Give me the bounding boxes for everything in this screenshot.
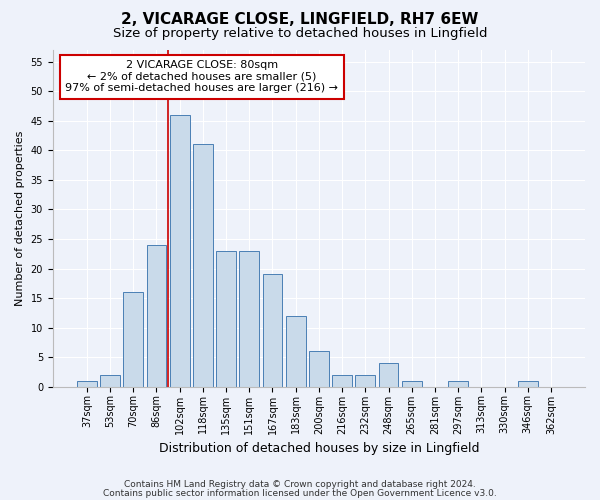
Bar <box>263 274 283 386</box>
Bar <box>402 380 422 386</box>
Bar <box>124 292 143 386</box>
Bar <box>100 375 120 386</box>
Text: Contains HM Land Registry data © Crown copyright and database right 2024.: Contains HM Land Registry data © Crown c… <box>124 480 476 489</box>
Bar <box>193 144 213 386</box>
Text: Size of property relative to detached houses in Lingfield: Size of property relative to detached ho… <box>113 28 487 40</box>
Text: 2, VICARAGE CLOSE, LINGFIELD, RH7 6EW: 2, VICARAGE CLOSE, LINGFIELD, RH7 6EW <box>121 12 479 28</box>
Bar <box>286 316 305 386</box>
Bar <box>216 251 236 386</box>
Bar <box>379 363 398 386</box>
Bar <box>448 380 468 386</box>
X-axis label: Distribution of detached houses by size in Lingfield: Distribution of detached houses by size … <box>158 442 479 455</box>
Bar <box>309 351 329 386</box>
Bar <box>170 115 190 386</box>
Text: Contains public sector information licensed under the Open Government Licence v3: Contains public sector information licen… <box>103 488 497 498</box>
Bar <box>146 245 166 386</box>
Bar <box>518 380 538 386</box>
Bar <box>332 375 352 386</box>
Y-axis label: Number of detached properties: Number of detached properties <box>15 130 25 306</box>
Bar <box>355 375 375 386</box>
Text: 2 VICARAGE CLOSE: 80sqm
← 2% of detached houses are smaller (5)
97% of semi-deta: 2 VICARAGE CLOSE: 80sqm ← 2% of detached… <box>65 60 338 94</box>
Bar <box>77 380 97 386</box>
Bar <box>239 251 259 386</box>
